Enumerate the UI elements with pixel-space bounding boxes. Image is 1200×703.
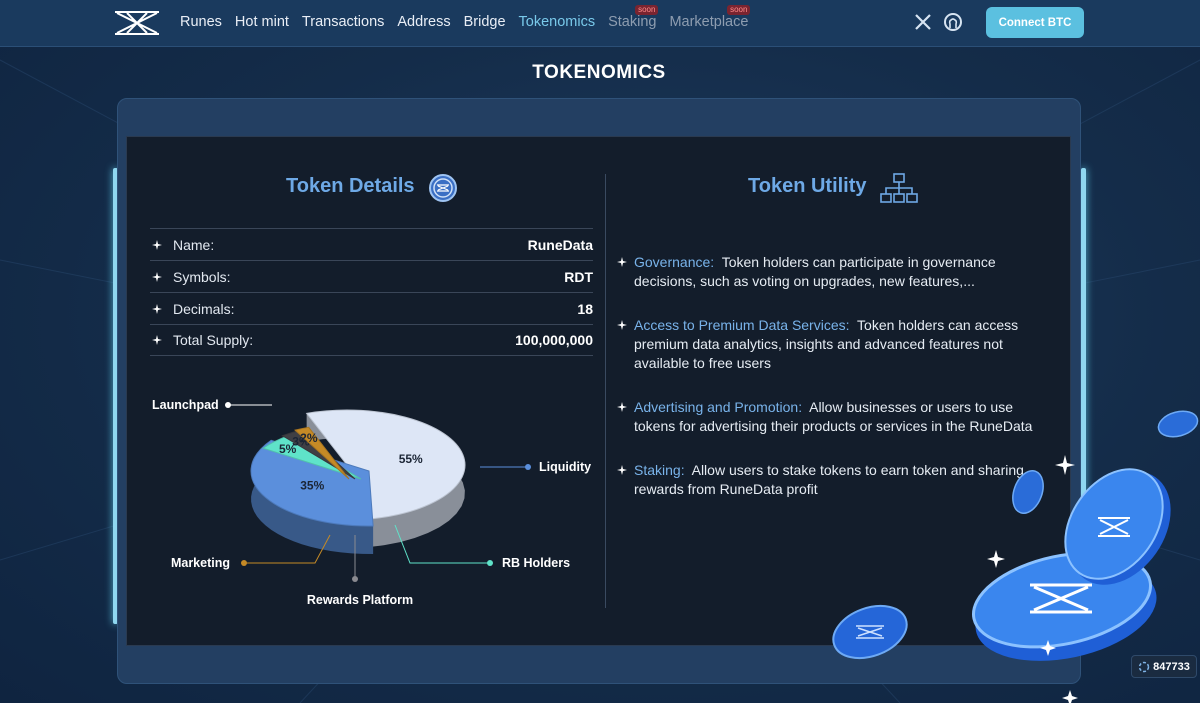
pie-category-label: Launchpad	[152, 398, 219, 412]
sparkle-icon	[617, 402, 627, 412]
nav-tokenomics[interactable]: Tokenomics	[518, 14, 596, 30]
nav-hot-mint[interactable]: Hot mint	[234, 14, 289, 30]
pie-category-label: RB Holders	[502, 556, 570, 570]
coin-tiny-icon	[1012, 410, 1199, 514]
pie-slice-launchpad	[305, 409, 466, 521]
x-icon[interactable]	[913, 12, 933, 32]
github-icon[interactable]	[943, 12, 963, 32]
sparkle-decor-icon	[987, 455, 1078, 703]
block-height: 847733	[1153, 660, 1190, 673]
utility-item-governance: Governance: Token holders can participat…	[617, 253, 1047, 291]
nav-transactions[interactable]: Transactions	[301, 14, 385, 30]
sparkle-icon	[152, 239, 162, 250]
detail-label: Symbols:	[173, 268, 231, 285]
token-utility-heading: Token Utility	[748, 175, 867, 197]
connect-btc-button[interactable]: Connect BTC	[986, 7, 1084, 38]
pie-callout-dot	[225, 402, 231, 408]
nav-marketplace[interactable]: Marketplace soon	[669, 5, 751, 31]
utility-title: Staking:	[634, 462, 685, 478]
detail-value: RuneData	[527, 236, 593, 253]
utility-title: Advertising and Promotion:	[634, 399, 803, 415]
pie-slice-liquidity	[250, 439, 374, 527]
sparkle-icon	[617, 257, 627, 267]
detail-value: 100,000,000	[515, 332, 593, 348]
detail-row-name: Name: RuneData	[150, 228, 593, 260]
detail-label: Name:	[173, 236, 215, 253]
pie-category-label: Marketing	[171, 556, 230, 570]
top-nav: Runes Hot mint Transactions Address Brid…	[0, 0, 1200, 47]
detail-value: RDT	[564, 268, 593, 285]
detail-row-total-supply: Total Supply: 100,000,000	[150, 324, 593, 356]
utility-title: Governance:	[634, 254, 715, 270]
utility-item-advertising: Advertising and Promotion: Allow busines…	[617, 398, 1047, 436]
nav-staking-label: Staking	[608, 14, 657, 30]
block-height-badge: 847733	[1131, 655, 1197, 678]
utility-item-staking: Staking: Allow users to stake tokens to …	[617, 461, 1047, 499]
decorative-coins	[832, 410, 1199, 703]
pie-slice-marketing	[294, 426, 350, 480]
pie-category-label: Rewards Platform	[307, 593, 413, 607]
nav-bridge[interactable]: Bridge	[463, 14, 506, 30]
utility-text: Token holders can access premium data an…	[634, 317, 1019, 371]
nav-marketplace-label: Marketplace	[669, 14, 749, 30]
column-divider	[605, 174, 606, 608]
pie-slice-side	[251, 440, 374, 554]
detail-value: 18	[577, 300, 593, 317]
page-title: TOKENOMICS	[532, 62, 666, 83]
pie-callout-line	[244, 534, 331, 564]
nav-menu: Runes Hot mint Transactions Address Brid…	[180, 5, 761, 31]
pie-percent-label: 55%	[399, 452, 423, 466]
hierarchy-icon	[880, 173, 918, 203]
tokenomics-card	[126, 136, 1071, 646]
detail-row-symbols: Symbols: RDT	[150, 260, 593, 292]
pie-callout-dot	[352, 576, 358, 582]
soon-badge: soon	[635, 5, 659, 15]
pie-percent-label: 2%	[300, 431, 318, 445]
detail-label: Total Supply:	[173, 332, 254, 348]
token-details-heading: Token Details	[286, 175, 415, 197]
nav-address[interactable]: Address	[397, 14, 451, 30]
sparkle-icon	[152, 271, 162, 282]
pie-callout-dot	[487, 560, 493, 566]
utility-text: Token holders can participate in governa…	[634, 254, 996, 289]
utility-title: Access to Premium Data Services:	[634, 317, 850, 333]
pie-percent-label: 5%	[279, 442, 297, 456]
coin-icon	[429, 174, 457, 202]
logo-icon[interactable]	[113, 10, 161, 36]
panel-left-glow	[113, 168, 118, 624]
pie-percent-label: 35%	[300, 479, 324, 493]
spinner-icon	[1138, 661, 1150, 672]
sparkle-icon	[617, 320, 627, 330]
panel-right-glow	[1081, 168, 1086, 624]
soon-badge: soon	[727, 5, 751, 15]
utility-text: Allow users to stake tokens to earn toke…	[634, 462, 1024, 497]
sparkle-icon	[152, 335, 162, 345]
utility-item-premium-data: Access to Premium Data Services: Token h…	[617, 316, 1047, 373]
pie-callout-dot	[525, 464, 531, 470]
coin-tilted-icon	[1064, 468, 1171, 585]
nav-staking[interactable]: Staking soon	[608, 5, 659, 31]
sparkle-icon	[152, 303, 162, 314]
detail-label: Decimals:	[173, 300, 235, 317]
sparkle-icon	[617, 465, 627, 475]
nav-runes[interactable]: Runes	[180, 14, 222, 30]
detail-row-decimals: Decimals: 18	[150, 292, 593, 324]
utility-text: Allow businesses or users to use tokens …	[634, 399, 1033, 434]
coin-small-icon	[832, 604, 908, 660]
pie-callout-dot	[241, 560, 247, 566]
pie-category-label: Liquidity	[539, 460, 591, 474]
pie-callout-line	[394, 524, 490, 564]
token-details-list: Name: RuneData Symbols: RDT Decimals: 18…	[150, 228, 593, 356]
